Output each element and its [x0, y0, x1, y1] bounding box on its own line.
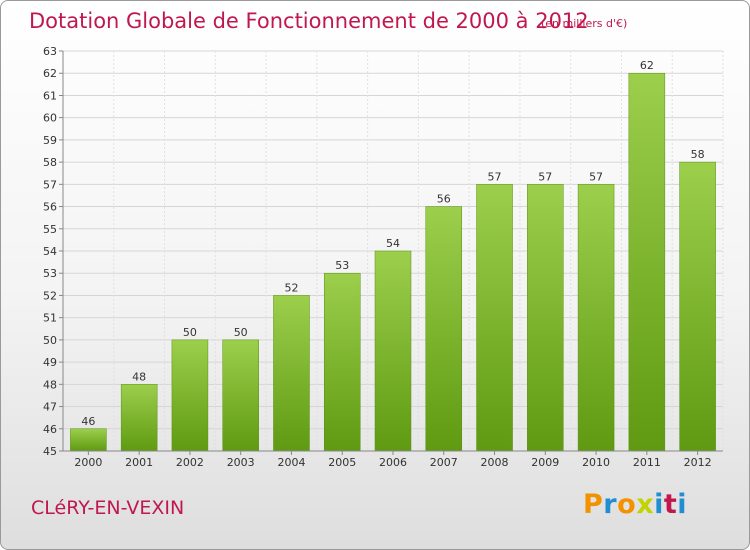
- proxiti-logo[interactable]: Proxiti: [583, 489, 688, 520]
- y-tick-label: 51: [43, 312, 57, 325]
- y-tick-label: 50: [43, 334, 57, 347]
- data-label-2000: 46: [81, 415, 95, 428]
- y-tick-label: 52: [43, 289, 57, 302]
- data-label-2009: 57: [538, 170, 552, 183]
- bar-2002: [171, 339, 209, 452]
- data-label-2001: 48: [132, 370, 146, 383]
- x-tick-label-2008: 2008: [481, 456, 509, 469]
- x-tick-label-2000: 2000: [74, 456, 102, 469]
- y-tick-label: 46: [43, 423, 57, 436]
- data-label-2006: 54: [386, 237, 400, 250]
- x-tick-label-2004: 2004: [277, 456, 305, 469]
- city-name: CLéRY-EN-VEXIN: [31, 497, 185, 519]
- x-tick-label-2003: 2003: [227, 456, 255, 469]
- bar-2012: [679, 161, 716, 452]
- y-tick-label: 60: [43, 112, 57, 125]
- x-axis: 2000 2001 2002 2003 2004 2005 2006 2007 2008 2009…: [63, 450, 723, 469]
- x-tick-label-2012: 2012: [684, 456, 712, 469]
- x-tick-label-2006: 2006: [379, 456, 407, 469]
- y-tick-label: 59: [43, 134, 57, 147]
- y-axis: 45 46 47 48 49 50 51 52 53 54 55 56 57 58 59 60 61 62 63: [43, 45, 64, 458]
- x-tick-label-2001: 2001: [125, 456, 153, 469]
- x-tick-label-2009: 2009: [531, 456, 559, 469]
- bar-2001: [120, 384, 158, 452]
- bars: [70, 72, 716, 452]
- data-label-2003: 50: [234, 326, 248, 339]
- y-tick-label: 45: [43, 445, 57, 458]
- y-tick-label: 48: [43, 378, 57, 391]
- data-label-2010: 57: [589, 170, 603, 183]
- bar-2010: [577, 184, 615, 452]
- data-label-2012: 58: [691, 148, 705, 161]
- x-tick-label-2002: 2002: [176, 456, 204, 469]
- chart-title: Dotation Globale de Fonctionnement de 20…: [29, 9, 589, 33]
- y-tick-label: 62: [43, 67, 57, 80]
- y-tick-label: 63: [43, 45, 57, 58]
- y-tick-label: 56: [43, 201, 57, 214]
- y-tick-label: 57: [43, 178, 57, 191]
- x-tick-label-2010: 2010: [582, 456, 610, 469]
- bar-2007: [425, 206, 463, 452]
- bar-2006: [374, 250, 412, 452]
- data-label-2008: 57: [488, 170, 502, 183]
- data-labels: 46 48 50 50 52 53 54 56 57 57 57 62 58: [81, 59, 704, 428]
- data-label-2002: 50: [183, 326, 197, 339]
- bar-2000: [70, 428, 107, 452]
- bar-2009: [527, 184, 564, 452]
- data-label-2011: 62: [640, 59, 654, 72]
- bar-2005: [323, 272, 361, 452]
- x-tick-label-2005: 2005: [328, 456, 356, 469]
- y-tick-label: 49: [43, 356, 57, 369]
- y-tick-label: 54: [43, 245, 57, 258]
- bar-2008: [476, 184, 513, 452]
- y-tick-label: 55: [43, 223, 57, 236]
- chart-unit-label: (en milliers d'€): [541, 17, 628, 30]
- data-label-2005: 53: [335, 259, 349, 272]
- bar-2011: [628, 72, 666, 452]
- x-tick-label-2011: 2011: [633, 456, 661, 469]
- data-label-2007: 56: [437, 193, 451, 206]
- y-tick-label: 58: [43, 156, 57, 169]
- y-tick-label: 53: [43, 267, 57, 280]
- x-tick-label-2007: 2007: [430, 456, 458, 469]
- y-tick-label: 47: [43, 401, 57, 414]
- data-label-2004: 52: [284, 281, 298, 294]
- y-tick-label: 61: [43, 89, 57, 102]
- bar-2003: [222, 339, 259, 452]
- bar-2004: [273, 295, 310, 452]
